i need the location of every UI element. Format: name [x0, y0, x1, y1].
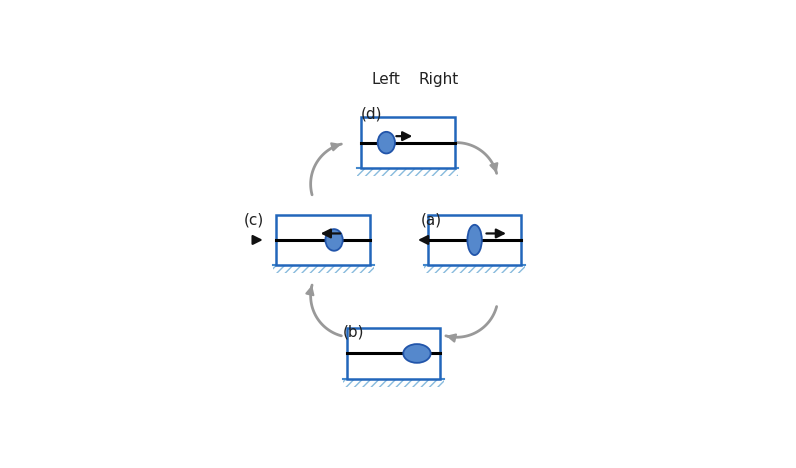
- Bar: [276, 215, 370, 265]
- Ellipse shape: [326, 229, 343, 251]
- Bar: [343, 379, 444, 387]
- Text: Right: Right: [419, 72, 458, 87]
- Ellipse shape: [467, 225, 482, 255]
- Bar: [361, 117, 455, 168]
- Bar: [424, 265, 525, 273]
- Ellipse shape: [377, 132, 395, 154]
- Bar: [357, 168, 458, 176]
- Text: (a): (a): [420, 212, 442, 227]
- Ellipse shape: [404, 344, 431, 363]
- Text: Left: Left: [372, 72, 400, 87]
- Bar: [347, 328, 440, 379]
- Text: (d): (d): [361, 106, 383, 121]
- Bar: [273, 265, 373, 273]
- Bar: [427, 215, 521, 265]
- Text: (c): (c): [244, 212, 264, 227]
- Text: (b): (b): [343, 324, 365, 339]
